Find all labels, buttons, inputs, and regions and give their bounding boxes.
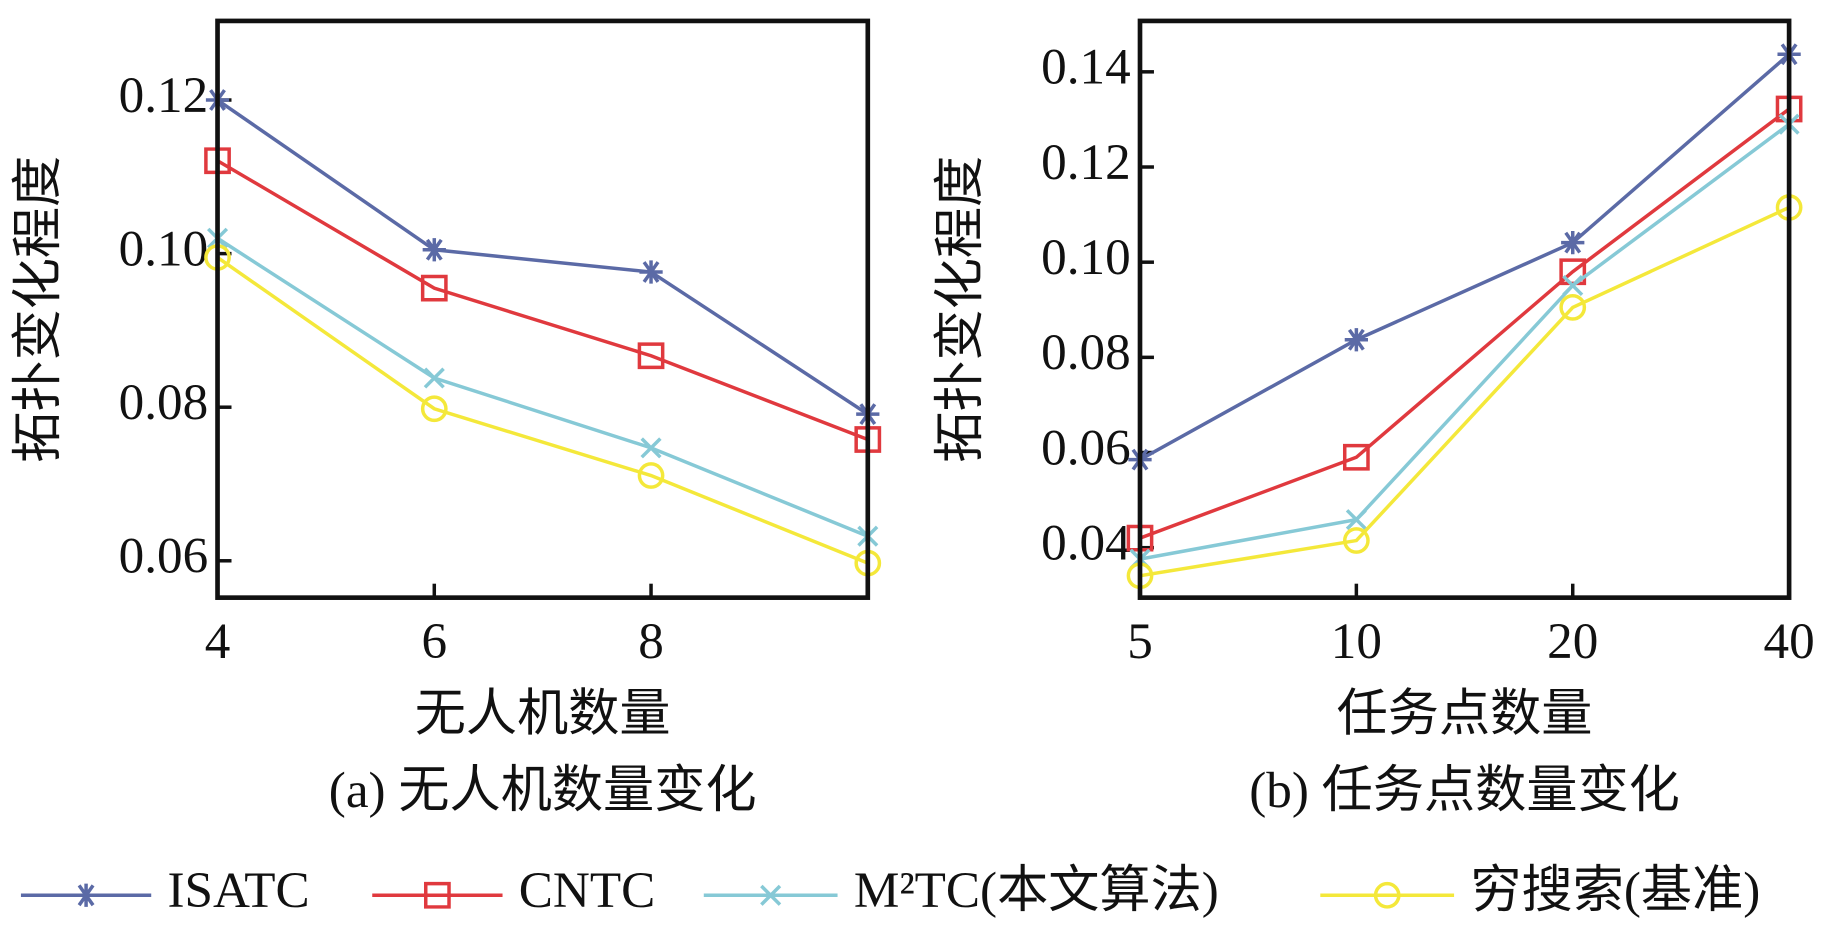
series-line [216, 159, 869, 442]
series-line [1139, 122, 1791, 561]
y-axis-label: 拓扑变化程度 [932, 156, 989, 463]
legend-label: M²TC(本文算法) [854, 862, 1219, 919]
marker [1342, 527, 1370, 554]
legend-marker [424, 881, 451, 909]
x-tick-label: 5 [1127, 613, 1153, 670]
marker [854, 549, 882, 577]
series-line [1139, 52, 1791, 462]
marker [1775, 194, 1803, 221]
legend-label: CNTC [519, 862, 655, 919]
x-tick-label: 10 [1331, 613, 1382, 670]
marker [1562, 274, 1584, 297]
legend-marker [1373, 882, 1401, 909]
marker [640, 437, 662, 459]
y-tick-label: 0.06 [1041, 419, 1131, 476]
plot-frame [1137, 18, 1792, 600]
marker [1559, 294, 1587, 321]
y-tick-label: 0.12 [1041, 134, 1131, 191]
marker [1345, 509, 1367, 531]
legend-marker [74, 883, 98, 907]
marker [1126, 562, 1154, 590]
x-tick-label: 8 [638, 613, 664, 670]
y-tick-label: 0.04 [1041, 514, 1131, 571]
y-tick-label: 0.10 [119, 220, 209, 277]
marker [1342, 443, 1370, 471]
x-tick-label: 40 [1764, 613, 1815, 670]
y-tick-label: 0.06 [119, 528, 209, 585]
marker [422, 238, 446, 262]
x-axis-label: 无人机数量 [415, 685, 671, 742]
marker [420, 274, 448, 302]
marker [423, 367, 445, 389]
y-tick-label: 0.08 [119, 374, 209, 431]
marker [204, 244, 231, 271]
marker [637, 462, 665, 489]
legend-marker [760, 884, 782, 906]
x-axis-label: 任务点数量 [1337, 685, 1593, 742]
y-tick-label: 0.10 [1041, 229, 1131, 286]
marker [204, 147, 231, 175]
series-line [216, 98, 869, 416]
marker [1561, 231, 1585, 255]
y-tick-label: 0.12 [119, 67, 209, 124]
series-line [216, 256, 869, 565]
series-line [1139, 205, 1790, 578]
legend-label: ISATC [168, 862, 310, 919]
caption: (a) 无人机数量变化 [329, 762, 757, 819]
plot-frame [215, 18, 871, 600]
x-tick-label: 4 [205, 613, 231, 670]
caption: (b) 任务点数量变化 [1249, 762, 1680, 819]
marker [420, 395, 448, 423]
y-axis-label: 拓扑变化程度 [10, 156, 67, 463]
series-line [1139, 107, 1791, 540]
marker [1775, 95, 1803, 123]
series-line [216, 236, 869, 538]
marker [1559, 258, 1587, 286]
marker [637, 342, 665, 370]
marker [854, 426, 882, 453]
marker [1126, 524, 1154, 552]
legend-label: 穷搜索(基准) [1470, 862, 1760, 919]
x-tick-label: 6 [421, 613, 447, 670]
marker [1344, 328, 1368, 352]
y-tick-label: 0.08 [1041, 324, 1131, 381]
x-tick-label: 20 [1547, 613, 1598, 670]
y-tick-label: 0.14 [1041, 39, 1131, 96]
marker [639, 260, 663, 284]
